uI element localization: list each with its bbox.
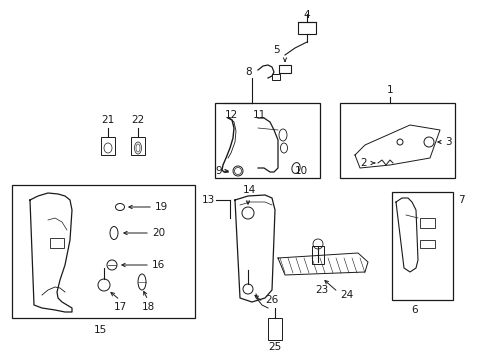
Text: 18: 18 bbox=[141, 302, 154, 312]
Text: 2: 2 bbox=[359, 158, 366, 168]
Text: 4: 4 bbox=[303, 10, 310, 20]
Text: 23: 23 bbox=[315, 285, 328, 295]
Bar bbox=[297, 22, 315, 34]
Text: 8: 8 bbox=[245, 67, 251, 77]
Bar bbox=[50, 238, 64, 248]
Text: 3: 3 bbox=[444, 137, 451, 147]
Text: 5: 5 bbox=[273, 45, 280, 55]
Bar bbox=[271, 74, 280, 80]
Text: 26: 26 bbox=[264, 295, 278, 305]
Text: 24: 24 bbox=[339, 290, 352, 300]
Text: 21: 21 bbox=[101, 115, 114, 125]
Text: 12: 12 bbox=[224, 110, 238, 120]
Bar bbox=[339, 103, 454, 178]
Text: 6: 6 bbox=[411, 305, 417, 315]
Bar bbox=[311, 246, 324, 264]
Text: 19: 19 bbox=[155, 202, 168, 212]
Bar bbox=[419, 218, 434, 228]
Text: 17: 17 bbox=[113, 302, 126, 312]
Bar bbox=[419, 240, 434, 248]
Text: 7: 7 bbox=[457, 195, 464, 205]
Text: 1: 1 bbox=[386, 85, 392, 95]
Text: 22: 22 bbox=[131, 115, 144, 125]
Bar bbox=[101, 137, 115, 155]
Text: 15: 15 bbox=[93, 325, 106, 335]
Bar bbox=[215, 103, 319, 178]
Text: 16: 16 bbox=[152, 260, 165, 270]
Text: 10: 10 bbox=[294, 166, 307, 176]
Bar bbox=[267, 318, 282, 340]
Text: 25: 25 bbox=[268, 342, 281, 352]
Text: 9: 9 bbox=[215, 166, 222, 176]
Bar bbox=[131, 137, 145, 155]
Text: 14: 14 bbox=[243, 185, 256, 195]
Bar bbox=[279, 65, 290, 73]
Text: 11: 11 bbox=[252, 110, 265, 120]
Bar bbox=[12, 185, 195, 318]
Text: 13: 13 bbox=[202, 195, 215, 205]
Text: 20: 20 bbox=[152, 228, 165, 238]
Bar bbox=[391, 192, 452, 300]
